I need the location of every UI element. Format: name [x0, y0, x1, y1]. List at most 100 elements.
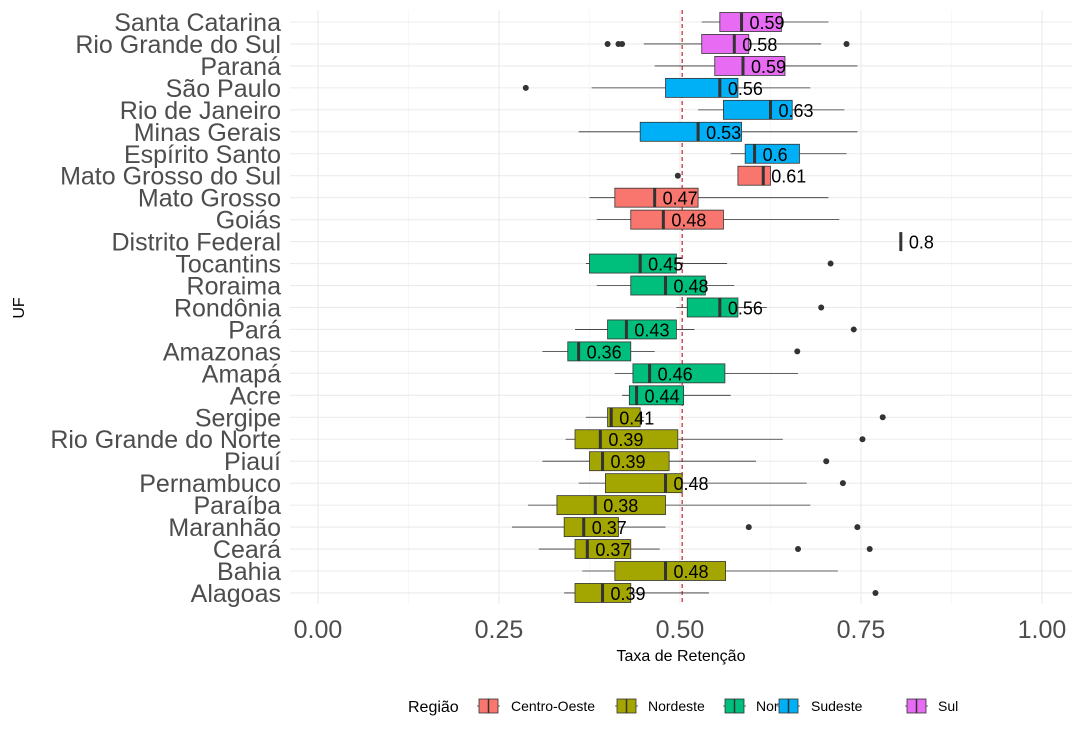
y-tick-label: Pará [228, 316, 281, 344]
outlier-point [604, 40, 611, 47]
box-rio-de-janeiro: 0.63 [698, 99, 845, 121]
box-esp-rito-santo: 0.6 [730, 143, 847, 165]
box-iqr [686, 297, 739, 318]
box-iqr [744, 143, 800, 164]
data-label: 0.58 [742, 35, 777, 55]
box-s-o-paulo: 0.56 [522, 77, 811, 99]
y-tick-label: Alagoas [191, 580, 281, 608]
box-pernambuco: 0.48 [578, 473, 846, 494]
data-label: 0.46 [658, 364, 693, 384]
data-label: 0.43 [634, 320, 669, 340]
y-tick-label: Piauí [224, 448, 281, 476]
outlier-point [823, 458, 830, 465]
outlier-point [839, 480, 846, 487]
data-label: 0.8 [909, 233, 934, 253]
x-tick-label: 0.25 [475, 616, 524, 644]
box-maranh-o: 0.37 [512, 517, 861, 538]
data-label: 0.56 [728, 298, 763, 318]
box-goi-s: 0.48 [596, 209, 840, 231]
data-label: 0.37 [592, 518, 627, 538]
y-tick-label: Minas Gerais [134, 119, 281, 147]
data-label: 0.48 [674, 562, 709, 582]
box-piau-: 0.39 [542, 451, 830, 472]
outlier-point [879, 414, 886, 421]
y-tick-label: Rio Grande do Sul [75, 31, 281, 59]
legend-item-nordeste: Nordeste [615, 698, 705, 714]
box-alagoas: 0.39 [564, 583, 879, 604]
y-tick-label: Ceará [213, 536, 281, 564]
box-paran-: 0.59 [654, 56, 858, 77]
legend-label: Nordeste [648, 698, 705, 714]
data-label: 0.44 [645, 386, 680, 406]
outlier-point [843, 40, 850, 47]
outlier-point [872, 589, 879, 596]
outlier-point [674, 172, 681, 179]
y-tick-label: Bahia [217, 558, 281, 586]
data-label: 0.63 [779, 101, 814, 121]
data-label: 0.41 [619, 408, 654, 428]
x-tick-label: 1.00 [1018, 616, 1067, 644]
data-label: 0.56 [728, 79, 763, 99]
y-tick-label: Espírito Santo [124, 141, 281, 169]
outlier-point [818, 304, 825, 311]
box-amap-: 0.46 [614, 363, 799, 384]
y-tick-label: São Paulo [166, 75, 281, 103]
x-tick-label: 0.00 [294, 616, 343, 644]
y-tick-label: Rio Grande do Norte [50, 426, 281, 454]
y-tick-label: Mato Grosso do Sul [60, 163, 281, 191]
box-iqr [737, 165, 771, 186]
box-iqr [719, 12, 782, 32]
y-tick-label: Paraíba [193, 492, 281, 520]
data-label: 0.36 [587, 342, 622, 362]
data-label: 0.59 [751, 57, 786, 77]
y-tick-label: Tocantins [175, 251, 281, 279]
boxes-group: 0.590.580.590.560.630.530.60.610.470.480… [512, 12, 934, 604]
y-tick-label: Rio de Janeiro [120, 97, 281, 125]
data-label: 0.6 [763, 145, 788, 165]
outlier-point [854, 524, 861, 531]
x-tick-label: 0.75 [837, 616, 886, 644]
y-tick-label: Roraima [187, 273, 282, 301]
box-iqr [614, 561, 727, 581]
y-axis-title: UF [11, 297, 28, 319]
legend: Região Centro-Oeste Nordeste Norte Sudeste S… [408, 698, 958, 716]
y-tick-label: Distrito Federal [112, 229, 282, 257]
box-roraima: 0.48 [596, 275, 735, 297]
outlier-point [795, 546, 802, 553]
legend-label: Sul [938, 698, 958, 714]
outlier-point [522, 84, 529, 91]
y-tick-label: Amapá [202, 360, 281, 388]
box-iqr [630, 209, 724, 230]
box-acre: 0.44 [622, 385, 731, 406]
outlier-point [745, 524, 752, 531]
box-mato-grosso-do-sul: 0.61 [674, 165, 806, 187]
data-label: 0.45 [648, 255, 683, 275]
y-tick-label: Maranhão [168, 514, 281, 542]
box-iqr [574, 539, 632, 559]
box-distrito-federal: 0.8 [899, 232, 934, 253]
box-iqr [556, 495, 666, 516]
x-tick-label: 0.50 [656, 616, 705, 644]
y-tick-label: Amazonas [163, 338, 281, 366]
box-iqr [714, 56, 786, 76]
y-tick-label: Goiás [216, 207, 281, 235]
legend-label: Sudeste [811, 698, 863, 714]
box-iqr [632, 363, 726, 384]
box-iqr [605, 473, 683, 494]
box-minas-gerais: 0.53 [578, 121, 858, 143]
data-label: 0.37 [595, 540, 630, 560]
y-tick-label: Sergipe [195, 404, 281, 432]
data-label: 0.48 [671, 211, 706, 231]
box-iqr [723, 99, 793, 120]
y-tick-label: Pernambuco [139, 470, 281, 498]
box-iqr [639, 121, 742, 142]
data-label: 0.48 [674, 277, 709, 297]
box-amazonas: 0.36 [542, 341, 801, 362]
y-tick-label: Santa Catarina [114, 9, 281, 37]
legend-item-centro-oeste: Centro-Oeste [477, 698, 595, 714]
grid-lines [290, 10, 1072, 604]
outlier-point [619, 40, 626, 47]
box-para-ba: 0.38 [527, 495, 811, 516]
box-rio-grande-do-norte: 0.39 [565, 429, 866, 450]
